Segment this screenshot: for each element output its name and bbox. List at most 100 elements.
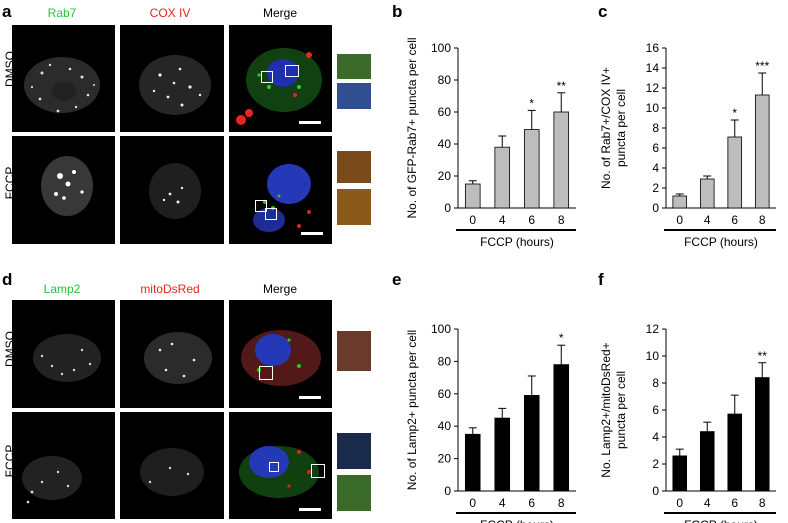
significance-mark: * [732,106,737,120]
zoom-box-6 [269,462,279,472]
y-tick-label: 12 [646,81,660,95]
x-tick-label: 4 [499,213,506,227]
inset-fccp-d-2 [336,474,372,512]
micrograph-rab7-dmso [12,25,115,132]
x-tick-label: 8 [558,496,565,510]
bar-8 [754,377,770,492]
y-tick-label: 100 [431,322,451,336]
zoom-box-4 [265,208,277,220]
y-axis-label: puncta per cell [614,371,628,449]
y-tick-label: 20 [438,452,452,466]
chart-f: 0 2 4 6 8 10 12 0 4 6 ** 8 FCCP (hours) No. Lamp2+/mi… [599,322,776,523]
y-tick-label: 0 [444,484,451,498]
scale-bar [299,396,321,399]
bar-0 [672,195,688,209]
scale-bar [299,508,321,511]
x-tick-label: 0 [469,213,476,227]
y-tick-label: 8 [652,121,659,135]
x-tick-label: 6 [731,213,738,227]
inset-fccp-a-1 [336,150,372,184]
zoom-box-1 [261,71,273,83]
bar-6 [523,395,540,492]
y-tick-label: 40 [438,137,452,151]
zoom-box-5 [259,366,273,380]
y-tick-label: 80 [438,354,452,368]
y-tick-label: 60 [438,387,452,401]
y-tick-label: 80 [438,73,452,87]
micrograph-lamp2-fccp [12,412,115,519]
micrograph-coxiv-dmso [120,25,224,132]
x-tick-label: 0 [676,496,683,510]
y-tick-label: 6 [652,141,659,155]
micrograph-lamp2-dmso [12,300,115,408]
y-tick-label: 2 [652,457,659,471]
y-tick-label: 4 [652,161,659,175]
chart-e: 0 20 40 60 80 100 0 4 6 * 8 FCCP (hours) No. of Lamp… [405,322,576,523]
bar-6 [727,136,743,209]
y-tick-label: 10 [646,101,660,115]
significance-mark: ** [758,349,768,363]
x-tick-label: 0 [469,496,476,510]
x-axis-label: FCCP (hours) [684,518,758,523]
inset-dmso-a-1 [336,53,372,80]
scale-bar [299,121,321,124]
x-tick-label: 6 [731,496,738,510]
channel-label-rab7: Rab7 [47,6,77,20]
scale-bar [301,232,323,235]
x-tick-label: 8 [759,496,766,510]
y-axis-label: No. of Rab7+/COX IV+ [599,67,613,189]
y-tick-label: 2 [652,181,659,195]
channel-label-merge-d: Merge [262,282,297,296]
micrograph-mitodsred-dmso [120,300,224,408]
micrograph-mitodsred-fccp [120,412,224,519]
bar-6 [727,413,743,492]
y-tick-label: 0 [444,201,451,215]
micrograph-merge-dmso-d [229,300,332,408]
x-tick-label: 6 [528,213,535,227]
bar-0 [672,455,688,492]
channel-label-merge: Merge [262,6,297,20]
y-tick-label: 100 [431,41,451,55]
y-axis-label: puncta per cell [614,89,628,167]
y-tick-label: 12 [646,322,660,336]
significance-mark: ** [557,79,567,93]
bar-4 [699,431,715,492]
micrograph-coxiv-fccp [120,136,224,244]
x-tick-label: 6 [528,496,535,510]
bar-4 [494,417,511,492]
y-tick-label: 4 [652,430,659,444]
inset-fccp-a-2 [336,188,372,226]
bar-0 [464,433,481,492]
zoom-box-3 [255,200,267,212]
bar-4 [699,178,715,209]
bar-8 [754,94,770,209]
bar-0 [464,183,481,209]
y-tick-label: 0 [652,484,659,498]
y-tick-label: 20 [438,169,452,183]
x-tick-label: 4 [704,496,711,510]
inset-dmso-a-2 [336,82,372,110]
zoom-box-2 [285,65,299,77]
y-axis-label: No. of GFP-Rab7+ puncta per cell [405,37,419,218]
y-tick-label: 40 [438,419,452,433]
y-tick-label: 0 [652,201,659,215]
bar-8 [553,111,570,209]
bar-4 [494,146,511,209]
y-axis-label: No. of Lamp2+ puncta per cell [405,330,419,490]
x-tick-label: 4 [704,213,711,227]
bar-6 [523,129,540,209]
channel-label-coxiv: COX IV [149,6,191,20]
inset-dmso-d [336,330,372,372]
y-tick-label: 8 [652,376,659,390]
y-tick-label: 10 [646,349,660,363]
y-axis-label: No. Lamp2+/mitoDsRed+ [599,342,613,477]
micrograph-merge-fccp-a [229,136,332,244]
significance-mark: * [559,331,564,345]
x-tick-label: 8 [759,213,766,227]
y-tick-label: 6 [652,403,659,417]
inset-fccp-d-1 [336,432,372,470]
panel-letter-b: b [392,2,403,21]
significance-mark: * [529,96,534,110]
